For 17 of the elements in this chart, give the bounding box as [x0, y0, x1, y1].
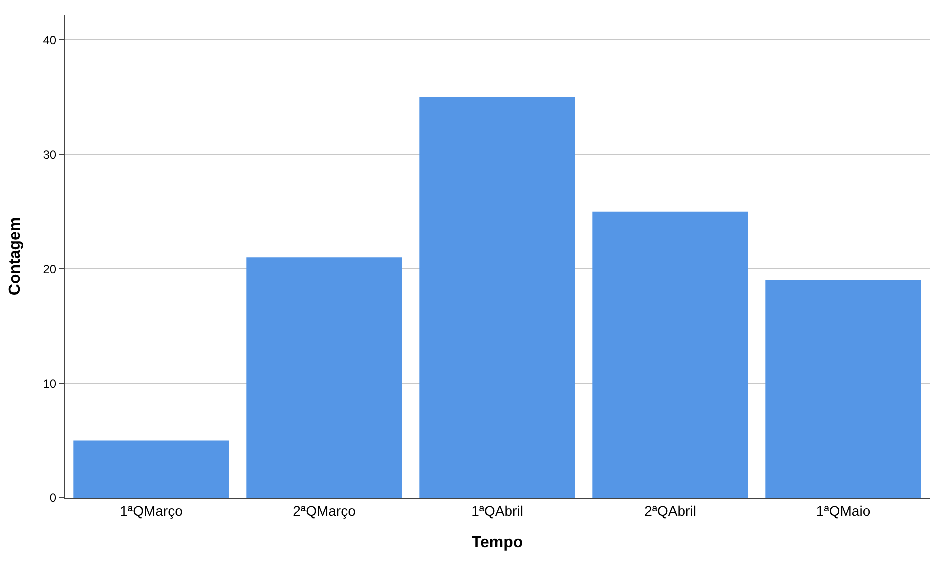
x-tick-label: 1ªQMarço: [120, 502, 184, 519]
y-axis-title: Contagem: [7, 217, 24, 296]
y-tick-label: 10: [43, 376, 57, 391]
bar: [592, 212, 748, 498]
x-tick-label: 2ªQAbril: [644, 502, 696, 519]
x-tick-label: 1ªQMaio: [816, 502, 871, 519]
x-tick-label: 2ªQMarço: [293, 502, 356, 519]
bar: [420, 97, 576, 498]
y-tick-label: 40: [43, 33, 57, 48]
x-axis-title: Tempo: [472, 534, 524, 552]
x-tick-label: 1ªQAbril: [472, 502, 524, 519]
y-tick-label: 30: [43, 148, 57, 162]
bar: [74, 440, 230, 498]
y-tick-label: 20: [43, 262, 57, 276]
y-tick-label: 0: [50, 491, 57, 506]
bar: [246, 258, 402, 498]
bar: [766, 280, 922, 498]
